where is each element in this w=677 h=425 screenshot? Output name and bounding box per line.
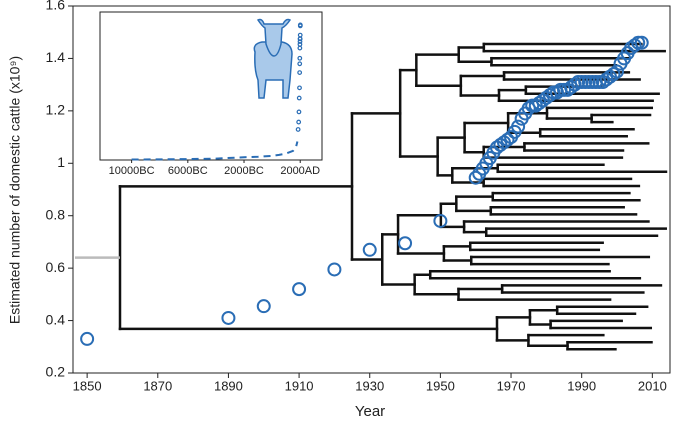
- cow-body: [253, 41, 293, 99]
- y-tick-label: 1: [57, 154, 65, 170]
- data-point: [297, 45, 303, 51]
- data-point: [297, 22, 303, 28]
- data-point: [80, 331, 95, 346]
- data-point: [297, 61, 303, 67]
- cow-head: [256, 18, 292, 57]
- data-point: [296, 119, 302, 125]
- data-point: [295, 127, 301, 132]
- x-tick-label: 1970: [497, 378, 526, 393]
- data-point: [292, 282, 307, 297]
- phylogeny-tree: [75, 42, 668, 351]
- data-point: [297, 32, 303, 38]
- data-point: [433, 213, 448, 228]
- y-tick-label: 0.6: [46, 259, 66, 275]
- data-point: [296, 109, 302, 115]
- x-tick-label: 1870: [143, 378, 172, 393]
- data-point: [511, 119, 526, 134]
- x-tick-label: 1890: [214, 378, 243, 393]
- x-tick-label: 1910: [285, 378, 314, 393]
- data-point: [634, 35, 649, 50]
- x-tick-label: 1850: [73, 378, 102, 393]
- x-tick-label: 10000BC: [109, 165, 155, 177]
- data-point: [398, 236, 413, 251]
- data-point: [297, 55, 303, 61]
- data-point: [296, 95, 302, 101]
- plot-frame: [72, 5, 671, 374]
- x-tick-label: 2000AD: [280, 165, 320, 177]
- data-point: [297, 41, 303, 47]
- inset-frame: [99, 11, 323, 161]
- data-point: [297, 39, 303, 44]
- y-tick-label: 0.4: [46, 311, 66, 327]
- data-point: [297, 70, 303, 75]
- y-tick-label: 1.4: [46, 49, 66, 65]
- y-tick-label: 1.6: [46, 0, 66, 13]
- y-tick-label: 1.2: [46, 102, 66, 118]
- x-tick-label: 2010: [638, 378, 667, 393]
- x-tick-label: 1930: [355, 378, 384, 393]
- data-point: [627, 38, 642, 53]
- data-point: [327, 262, 342, 277]
- marks: [80, 22, 649, 346]
- data-point: [606, 67, 621, 82]
- data-point: [468, 170, 483, 185]
- y-axis-label: Estimated number of domestic cattle (x10…: [7, 56, 23, 324]
- data-point: [297, 85, 302, 91]
- data-point: [500, 132, 515, 147]
- data-point: [610, 64, 625, 79]
- x-axis-label: Year: [355, 403, 385, 420]
- x-tick-label: 6000BC: [168, 165, 208, 177]
- x-tick-label: 1990: [567, 378, 596, 393]
- x-tick-label: 1950: [426, 378, 455, 393]
- trend-line: [131, 141, 299, 161]
- data-point: [221, 310, 236, 325]
- data-point: [297, 36, 303, 42]
- y-tick-label: 0.8: [46, 206, 66, 222]
- y-tick-label: 0.2: [46, 364, 66, 380]
- cow-illustration: [253, 18, 293, 99]
- data-point: [362, 242, 377, 257]
- x-tick-label: 2000BC: [224, 165, 264, 177]
- data-point: [256, 299, 271, 314]
